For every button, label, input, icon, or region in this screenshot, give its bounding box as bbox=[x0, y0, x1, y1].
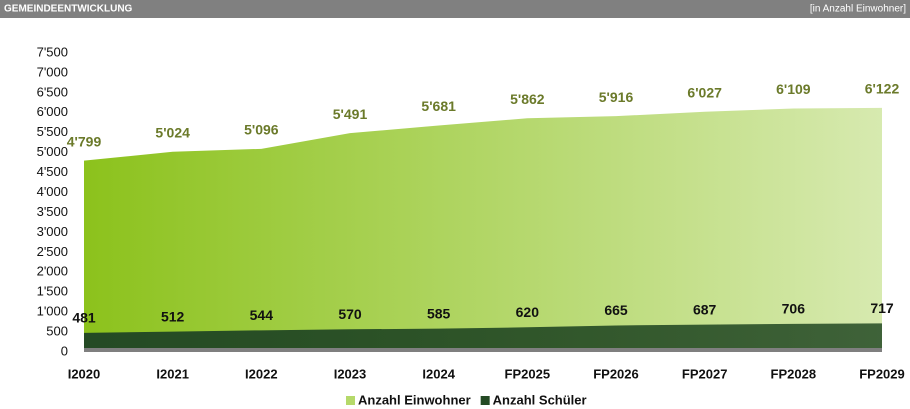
x-tick-label: FP2027 bbox=[682, 366, 728, 381]
data-label: 6'109 bbox=[776, 81, 811, 97]
y-tick-label: 7'000 bbox=[37, 64, 68, 79]
x-tick-label: FP2026 bbox=[593, 366, 639, 381]
y-tick-label: 5'500 bbox=[37, 124, 68, 139]
data-label: 5'024 bbox=[155, 124, 190, 140]
x-tick-label: I2022 bbox=[245, 366, 278, 381]
y-tick-label: 6'000 bbox=[37, 104, 68, 119]
x-tick-label: FP2028 bbox=[771, 366, 817, 381]
data-label: 5'681 bbox=[421, 98, 456, 114]
data-label: 6'027 bbox=[687, 84, 722, 100]
y-tick-label: 4'500 bbox=[37, 164, 68, 179]
y-tick-label: 7'500 bbox=[37, 44, 68, 59]
y-tick-label: 1'500 bbox=[37, 284, 68, 299]
data-label: 4'799 bbox=[67, 133, 102, 149]
baseline bbox=[84, 348, 882, 352]
y-tick-label: 4'000 bbox=[37, 184, 68, 199]
y-tick-label: 6'500 bbox=[37, 84, 68, 99]
y-tick-label: 2'000 bbox=[37, 264, 68, 279]
data-label: 620 bbox=[516, 304, 540, 320]
x-tick-label: FP2029 bbox=[859, 366, 905, 381]
y-tick-label: 2'500 bbox=[37, 244, 68, 259]
header-title: GEMEINDEENTWICKLUNG bbox=[4, 4, 133, 15]
legend-label: Anzahl Einwohner bbox=[358, 392, 471, 407]
data-label: 570 bbox=[338, 306, 362, 322]
data-label: 665 bbox=[604, 302, 628, 318]
y-tick-label: 1'000 bbox=[37, 304, 68, 319]
area bbox=[84, 107, 882, 352]
y-tick-label: 3'000 bbox=[37, 224, 68, 239]
legend-label: Anzahl Schüler bbox=[493, 392, 587, 407]
data-label: 687 bbox=[693, 301, 717, 317]
data-label: 512 bbox=[161, 308, 185, 324]
area bbox=[84, 323, 882, 352]
data-label: 706 bbox=[782, 301, 806, 317]
legend-swatch bbox=[480, 396, 490, 405]
data-label: 544 bbox=[250, 307, 274, 323]
x-tick-label: I2021 bbox=[156, 366, 189, 381]
x-tick-label: FP2025 bbox=[505, 366, 551, 381]
x-tick-label: I2024 bbox=[422, 366, 455, 381]
y-tick-label: 3'500 bbox=[37, 204, 68, 219]
y-tick-label: 500 bbox=[46, 324, 68, 339]
data-label: 5'916 bbox=[599, 89, 634, 105]
y-tick-label: 0 bbox=[61, 343, 68, 358]
legend-swatch bbox=[346, 396, 355, 405]
header-unit: [in Anzahl Einwohner] bbox=[810, 4, 906, 15]
data-label: 5'096 bbox=[244, 122, 279, 138]
data-label: 5'491 bbox=[333, 106, 368, 122]
data-label: 481 bbox=[72, 310, 96, 326]
data-label: 585 bbox=[427, 305, 451, 321]
y-tick-label: 5'000 bbox=[37, 144, 68, 159]
header-bar bbox=[0, 0, 910, 18]
data-label: 5'862 bbox=[510, 91, 545, 107]
x-tick-label: I2020 bbox=[68, 366, 101, 381]
data-label: 6'122 bbox=[865, 81, 900, 97]
data-label: 717 bbox=[870, 300, 894, 316]
x-tick-label: I2023 bbox=[334, 366, 367, 381]
